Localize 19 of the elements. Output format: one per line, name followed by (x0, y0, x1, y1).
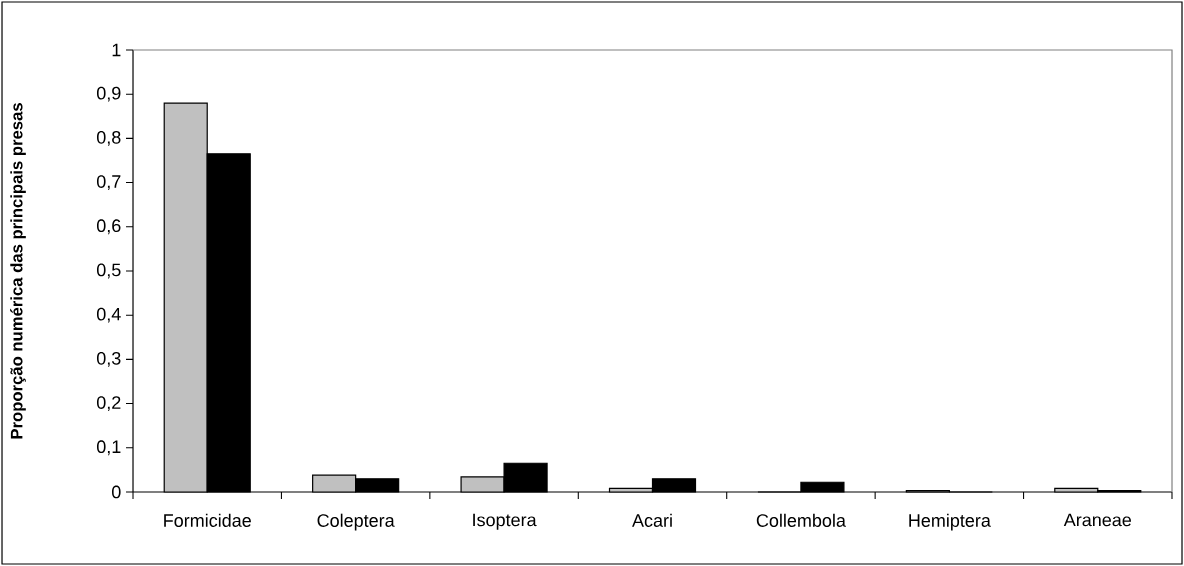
y-tick-label: 0,2 (96, 396, 121, 412)
y-axis-title: Proporção numérica das principais presas (10, 103, 26, 439)
y-tick-label: 0 (112, 485, 121, 499)
y-tick-label: 0,8 (96, 130, 121, 146)
y-tick-label: 0,4 (96, 307, 121, 323)
x-tick-label: Collembola (756, 513, 846, 527)
y-tick-label: 1 (112, 43, 121, 57)
x-tick-label: Araneae (1063, 513, 1132, 527)
x-tick-label: Isoptera (473, 513, 537, 530)
x-tick-label: Formicidae (164, 513, 251, 527)
y-tick-label: 0,6 (96, 219, 121, 235)
y-tick-label: 0,5 (96, 263, 121, 279)
y-tick-label: 0,1 (96, 440, 121, 456)
y-tick-label: 0,9 (96, 86, 121, 102)
y-tick-label: 0,7 (96, 175, 121, 191)
y-tick-label: 0,3 (96, 351, 121, 367)
x-tick-label: Acari (632, 513, 672, 527)
x-tick-label: Hemiptera (909, 513, 991, 531)
x-tick-label: Coleptera (317, 513, 395, 531)
